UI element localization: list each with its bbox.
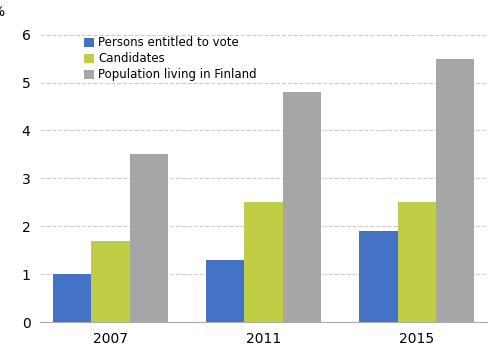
- Legend: Persons entitled to vote, Candidates, Population living in Finland: Persons entitled to vote, Candidates, Po…: [82, 34, 259, 83]
- Bar: [53, 274, 91, 322]
- Bar: [129, 154, 167, 322]
- Bar: [397, 202, 435, 322]
- Bar: [359, 231, 397, 322]
- Bar: [206, 260, 244, 322]
- Bar: [244, 202, 282, 322]
- Bar: [282, 92, 320, 322]
- Bar: [91, 241, 129, 322]
- Bar: [435, 59, 473, 322]
- Text: %: %: [0, 5, 4, 19]
